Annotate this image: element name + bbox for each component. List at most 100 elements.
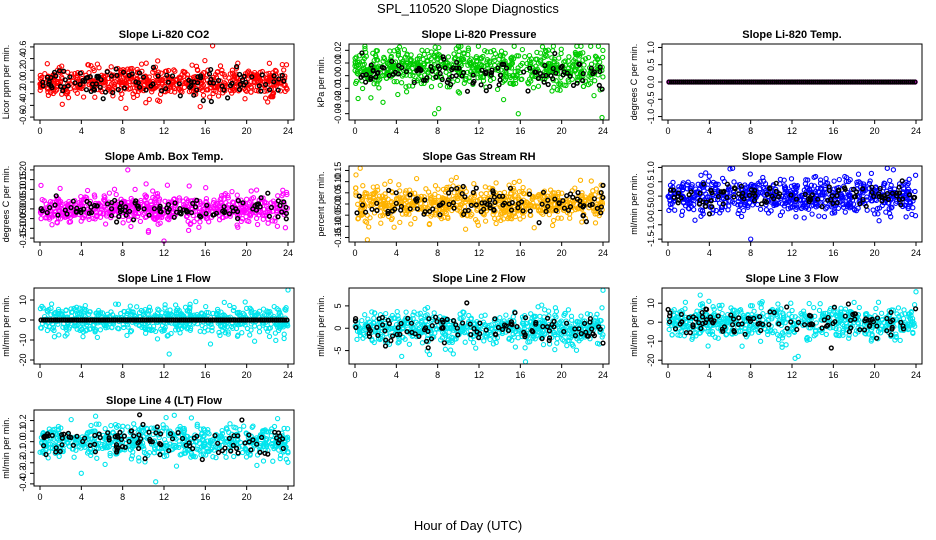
data-point: [429, 61, 435, 67]
data-point: [395, 51, 402, 57]
data-point: [375, 69, 381, 76]
data-point: [542, 62, 548, 69]
data-point: [201, 329, 207, 335]
data-point: [395, 71, 401, 77]
data-point: [121, 85, 127, 91]
data-point: [876, 218, 882, 224]
y-tick-label: 0: [18, 317, 28, 322]
data-point: [130, 91, 136, 97]
data-point: [138, 61, 145, 67]
data-point: [869, 184, 875, 190]
data-point: [370, 68, 376, 74]
data-point: [256, 83, 262, 89]
data-point: [884, 165, 890, 171]
data-point: [473, 185, 479, 191]
data-point: [360, 183, 366, 189]
data-point: [229, 80, 235, 86]
data-point: [285, 287, 291, 293]
data-point: [492, 51, 498, 57]
data-point: [196, 86, 203, 92]
data-points: [352, 287, 606, 365]
data-point: [259, 72, 265, 78]
data-point: [200, 97, 206, 104]
x-tick-label: 12: [159, 248, 169, 258]
data-point: [234, 192, 240, 198]
data-point: [203, 185, 209, 191]
data-point: [539, 44, 546, 50]
data-point: [256, 329, 263, 335]
data-point: [809, 211, 815, 217]
data-point: [855, 171, 862, 177]
data-point: [550, 65, 556, 72]
data-point: [373, 48, 379, 54]
y-tick-label: 0.6: [18, 41, 28, 54]
data-point: [126, 72, 132, 78]
data-point: [567, 215, 573, 221]
data-point: [70, 198, 76, 204]
data-point: [381, 56, 388, 62]
data-point: [108, 73, 115, 79]
y-tick-label: 1.0: [646, 161, 656, 174]
data-point: [265, 190, 271, 196]
data-point: [511, 43, 517, 49]
data-point: [134, 66, 140, 73]
data-point: [706, 173, 712, 179]
data-point: [462, 77, 468, 83]
data-point: [246, 82, 252, 88]
data-point: [473, 53, 480, 60]
data-point: [377, 69, 383, 76]
data-point: [466, 57, 473, 64]
data-point: [387, 178, 393, 185]
data-point: [793, 214, 799, 220]
data-point: [524, 60, 530, 67]
data-point: [129, 65, 135, 72]
data-point: [229, 67, 236, 73]
data-point: [189, 62, 195, 68]
data-point: [115, 86, 121, 93]
data-point: [408, 57, 414, 63]
data-point: [193, 298, 199, 305]
data-point: [708, 198, 714, 204]
data-point: [496, 56, 502, 62]
data-point: [511, 179, 517, 186]
data-point: [421, 62, 428, 68]
data-point: [557, 87, 563, 93]
data-point: [386, 72, 392, 79]
data-point: [433, 74, 439, 80]
data-point: [59, 74, 65, 80]
data-point: [187, 84, 193, 90]
data-point: [600, 47, 606, 54]
data-point: [254, 221, 261, 228]
x-tick-label: 12: [787, 126, 797, 136]
data-point: [239, 77, 246, 83]
data-point: [413, 175, 420, 182]
data-point: [520, 69, 527, 75]
data-point: [823, 175, 829, 182]
data-point: [65, 94, 72, 101]
data-point: [421, 51, 427, 58]
data-point: [455, 89, 461, 95]
y-tick-label: 0.15: [333, 162, 343, 180]
data-point: [758, 201, 765, 207]
data-point: [705, 178, 712, 184]
data-point: [194, 67, 201, 73]
data-point: [176, 86, 183, 93]
y-tick-label: 0.5: [646, 58, 656, 71]
data-point: [51, 334, 58, 340]
data-point: [401, 47, 408, 53]
data-point: [258, 88, 264, 94]
data-point: [208, 66, 214, 73]
data-point: [125, 167, 131, 173]
data-point: [352, 55, 358, 62]
data-point: [911, 194, 917, 201]
data-point: [834, 192, 840, 199]
data-points: [37, 167, 291, 244]
data-point: [494, 86, 501, 93]
data-point: [243, 79, 249, 86]
data-point: [148, 83, 154, 89]
data-point: [226, 75, 232, 81]
y-tick-label: -0.01: [333, 78, 343, 99]
